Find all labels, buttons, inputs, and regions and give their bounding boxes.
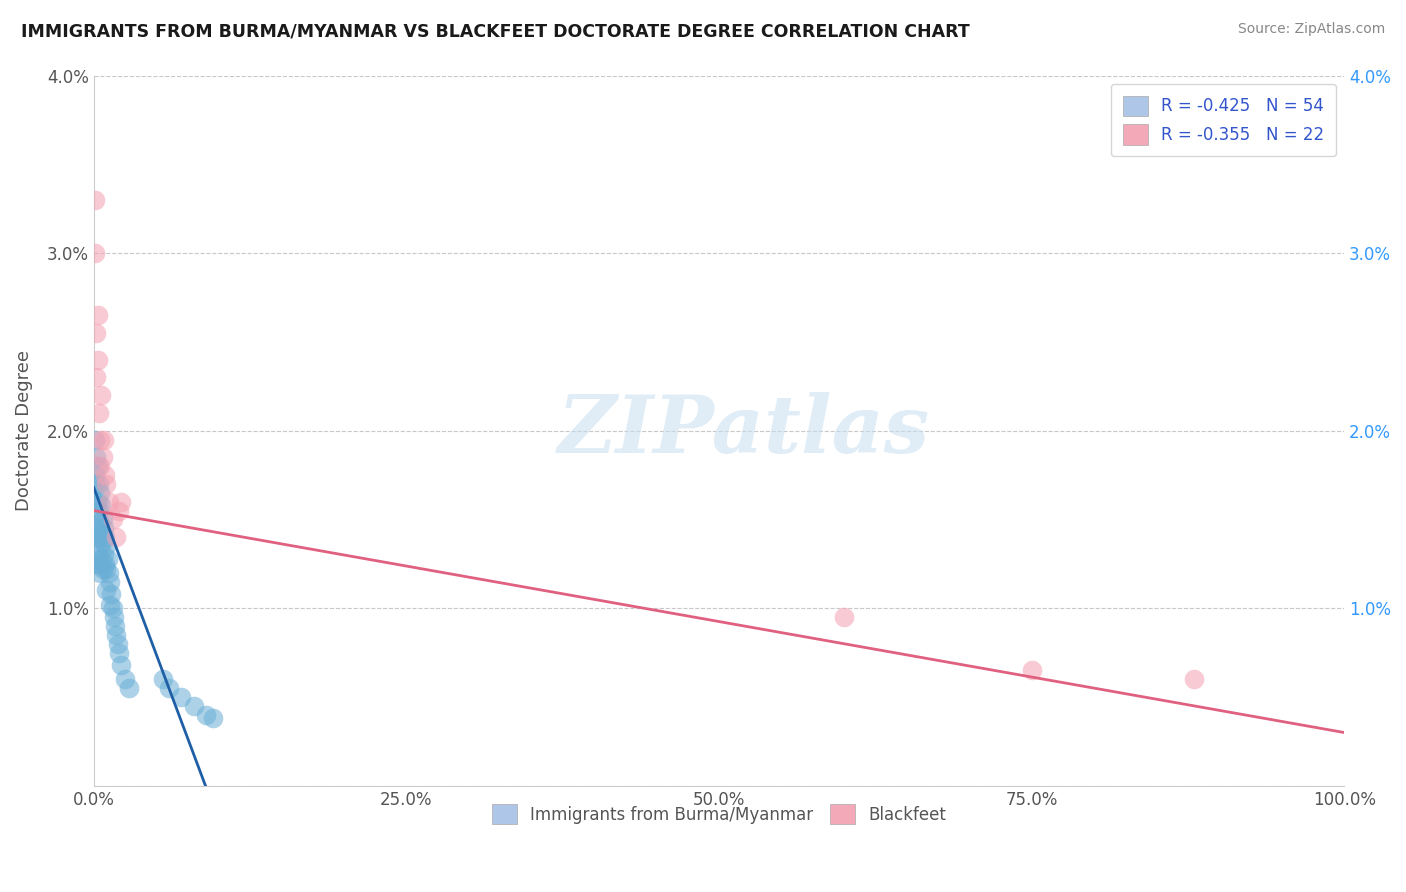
Point: [101, 512, 124, 526]
Point: [84, 521, 107, 535]
Point: [107, 503, 129, 517]
Point: [183, 698, 205, 713]
Point: [84, 433, 107, 447]
Point: [84, 477, 107, 491]
Point: [89, 459, 111, 474]
Point: [90, 498, 112, 512]
Point: [84, 557, 107, 571]
Point: [84, 530, 107, 544]
Point: [107, 637, 129, 651]
Y-axis label: Doctorate Degree: Doctorate Degree: [15, 351, 32, 511]
Point: [86, 494, 108, 508]
Point: [91, 562, 114, 576]
Text: IMMIGRANTS FROM BURMA/MYANMAR VS BLACKFEET DOCTORATE DEGREE CORRELATION CHART: IMMIGRANTS FROM BURMA/MYANMAR VS BLACKFE…: [21, 22, 970, 40]
Point: [84, 370, 107, 384]
Point: [91, 450, 114, 465]
Point: [93, 433, 115, 447]
Point: [90, 388, 112, 402]
Point: [86, 521, 108, 535]
Point: [152, 672, 174, 686]
Point: [97, 566, 120, 580]
Point: [90, 551, 112, 566]
Point: [91, 512, 114, 526]
Point: [110, 658, 132, 673]
Point: [89, 433, 111, 447]
Point: [118, 681, 141, 695]
Point: [93, 548, 115, 562]
Point: [89, 485, 111, 500]
Point: [87, 557, 110, 571]
Legend: Immigrants from Burma/Myanmar, Blackfeet: Immigrants from Burma/Myanmar, Blackfeet: [482, 794, 956, 834]
Point: [94, 468, 117, 483]
Point: [87, 530, 110, 544]
Point: [87, 406, 110, 420]
Point: [84, 503, 107, 517]
Point: [89, 566, 111, 580]
Point: [101, 601, 124, 615]
Point: [1021, 664, 1043, 678]
Point: [107, 646, 129, 660]
Point: [93, 521, 115, 535]
Point: [84, 450, 107, 465]
Text: ZIPatlas: ZIPatlas: [558, 392, 929, 469]
Point: [84, 246, 107, 260]
Point: [87, 477, 110, 491]
Point: [100, 587, 122, 601]
Text: Source: ZipAtlas.com: Source: ZipAtlas.com: [1237, 22, 1385, 37]
Point: [96, 539, 118, 553]
Point: [170, 690, 193, 704]
Point: [105, 530, 128, 544]
Point: [86, 548, 108, 562]
Point: [89, 539, 111, 553]
Point: [89, 516, 111, 530]
Point: [98, 574, 121, 589]
Point: [86, 308, 108, 322]
Point: [104, 619, 127, 633]
Point: [91, 533, 114, 548]
Point: [105, 628, 128, 642]
Point: [87, 503, 110, 517]
Point: [94, 557, 117, 571]
Point: [98, 598, 121, 612]
Point: [201, 711, 224, 725]
Point: [103, 610, 125, 624]
Point: [114, 672, 136, 686]
Point: [86, 352, 108, 367]
Point: [84, 326, 107, 340]
Point: [96, 562, 118, 576]
Point: [832, 610, 855, 624]
Point: [96, 477, 118, 491]
Point: [1182, 672, 1205, 686]
Point: [97, 494, 120, 508]
Point: [90, 526, 112, 541]
Point: [96, 551, 118, 566]
Point: [84, 193, 107, 207]
Point: [84, 468, 107, 483]
Point: [110, 494, 132, 508]
Point: [84, 494, 107, 508]
Point: [94, 530, 117, 544]
Point: [86, 459, 108, 474]
Point: [195, 707, 218, 722]
Point: [96, 583, 118, 598]
Point: [157, 681, 180, 695]
